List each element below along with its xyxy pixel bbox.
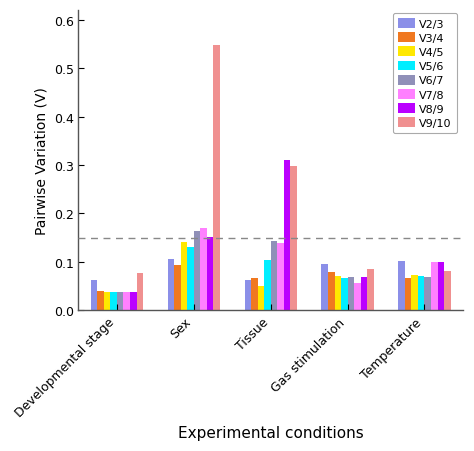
Bar [137, 273, 143, 311]
Legend: V2/3, V3/4, V4/5, V5/6, V6/7, V7/8, V8/9, V9/10: V2/3, V3/4, V4/5, V5/6, V6/7, V7/8, V8/9… [392, 14, 457, 134]
Bar [97, 291, 104, 311]
Bar [354, 283, 361, 311]
Bar [174, 266, 181, 311]
Bar [277, 243, 284, 311]
Bar [181, 242, 187, 311]
Bar [213, 46, 220, 311]
Bar [405, 278, 411, 311]
Bar [245, 280, 251, 311]
Bar [335, 277, 341, 311]
Bar [361, 278, 367, 311]
Bar [168, 259, 174, 311]
Bar [444, 271, 451, 311]
Bar [258, 286, 264, 311]
Bar [328, 272, 335, 311]
Bar [367, 270, 374, 311]
Y-axis label: Pairwise Variation (V): Pairwise Variation (V) [34, 87, 48, 235]
Bar [130, 292, 137, 311]
Bar [104, 292, 110, 311]
Bar [110, 293, 117, 311]
Bar [341, 278, 347, 311]
Bar [194, 232, 201, 311]
Bar [201, 229, 207, 311]
Bar [411, 276, 418, 311]
Bar [290, 166, 297, 311]
Bar [187, 247, 194, 311]
X-axis label: Experimental conditions: Experimental conditions [178, 425, 364, 440]
Bar [347, 278, 354, 311]
Bar [424, 278, 431, 311]
Bar [123, 292, 130, 311]
Bar [264, 260, 271, 311]
Bar [271, 241, 277, 311]
Bar [117, 292, 123, 311]
Bar [251, 278, 258, 311]
Bar [398, 262, 405, 311]
Bar [418, 277, 424, 311]
Bar [321, 264, 328, 311]
Bar [91, 280, 97, 311]
Bar [438, 263, 444, 311]
Bar [207, 237, 213, 311]
Bar [431, 263, 438, 311]
Bar [284, 161, 290, 311]
